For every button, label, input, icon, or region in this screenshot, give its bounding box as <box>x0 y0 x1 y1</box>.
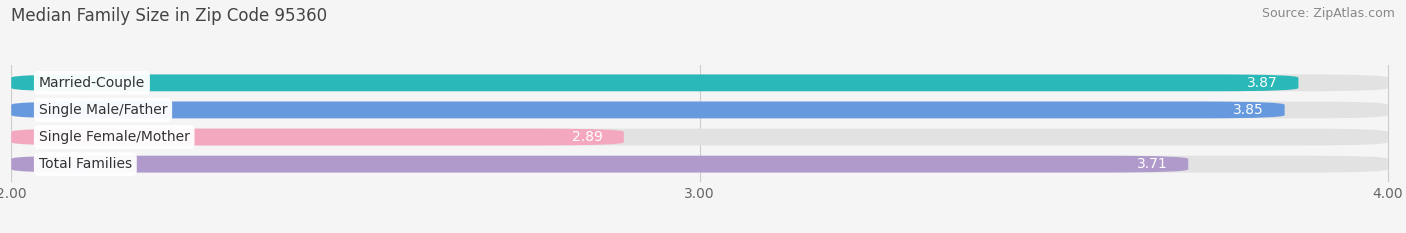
FancyBboxPatch shape <box>11 102 1285 118</box>
Text: Married-Couple: Married-Couple <box>39 76 145 90</box>
FancyBboxPatch shape <box>11 156 1388 172</box>
FancyBboxPatch shape <box>11 156 1188 172</box>
Text: Source: ZipAtlas.com: Source: ZipAtlas.com <box>1261 7 1395 20</box>
Text: 3.85: 3.85 <box>1233 103 1264 117</box>
Text: Median Family Size in Zip Code 95360: Median Family Size in Zip Code 95360 <box>11 7 328 25</box>
FancyBboxPatch shape <box>11 129 1388 145</box>
FancyBboxPatch shape <box>11 75 1298 91</box>
FancyBboxPatch shape <box>11 102 1388 118</box>
Text: Single Female/Mother: Single Female/Mother <box>39 130 190 144</box>
FancyBboxPatch shape <box>11 129 624 145</box>
Text: 3.87: 3.87 <box>1247 76 1278 90</box>
FancyBboxPatch shape <box>11 75 1388 91</box>
Text: Total Families: Total Families <box>39 157 132 171</box>
Text: Single Male/Father: Single Male/Father <box>39 103 167 117</box>
Text: 3.71: 3.71 <box>1137 157 1167 171</box>
Text: 2.89: 2.89 <box>572 130 603 144</box>
